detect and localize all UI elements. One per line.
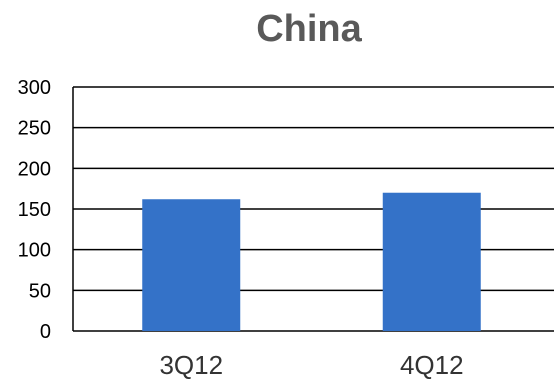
x-axis-labels: 3Q12 4Q12	[159, 350, 463, 380]
bar-4Q12	[382, 192, 481, 331]
y-axis-ticks: 0 50 100 150 200 250 300	[18, 77, 51, 343]
y-tick-label: 0	[40, 321, 51, 343]
y-tick-label: 250	[18, 118, 51, 140]
y-tick-label: 300	[18, 77, 51, 99]
y-tick-label: 100	[18, 240, 51, 262]
chart-title: China	[256, 8, 362, 50]
bar-3Q12	[142, 199, 241, 331]
x-category-label: 4Q12	[400, 350, 464, 380]
bars	[142, 192, 481, 331]
x-category-label: 3Q12	[159, 350, 223, 380]
y-tick-label: 200	[18, 158, 51, 180]
y-tick-label: 50	[29, 280, 51, 302]
y-tick-label: 150	[18, 199, 51, 221]
